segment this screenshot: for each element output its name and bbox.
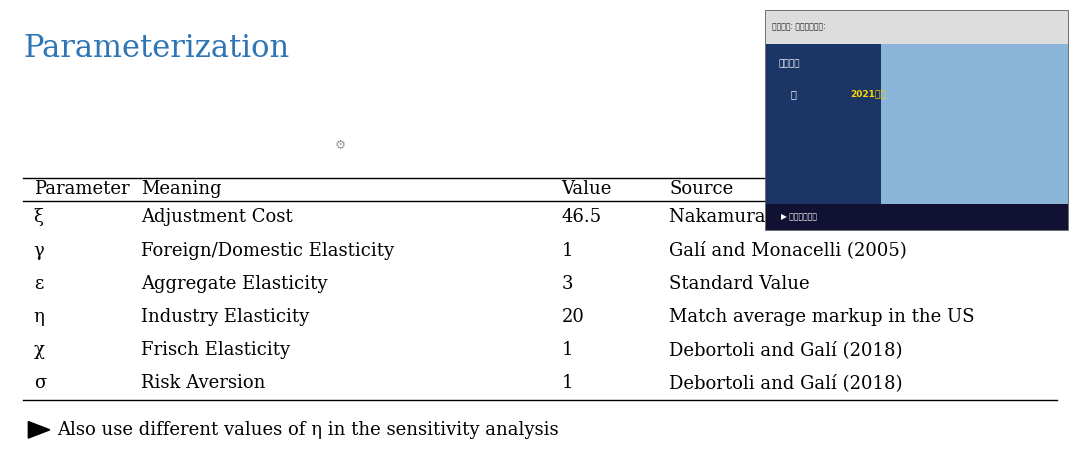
Text: 学: 学 [791,89,796,99]
Text: Also use different values of η in the sensitivity analysis: Also use different values of η in the se… [57,421,559,439]
Text: Source: Source [670,180,733,198]
Text: Value: Value [562,180,612,198]
Text: σ: σ [33,374,46,392]
Text: Match average markup in the US: Match average markup in the US [670,308,975,326]
Text: Industry Elasticity: Industry Elasticity [141,308,310,326]
FancyBboxPatch shape [881,43,1068,204]
Text: 正在讲话: 阙晨暨南大学:: 正在讲话: 阙晨暨南大学: [771,23,825,31]
Polygon shape [28,421,50,438]
Text: Nakamura and Steinsson (2008): Nakamura and Steinsson (2008) [670,208,966,226]
Text: 20: 20 [562,308,584,326]
Text: 46.5: 46.5 [562,208,602,226]
FancyBboxPatch shape [766,11,1068,43]
Text: 3: 3 [562,275,573,293]
Text: Risk Aversion: Risk Aversion [141,374,266,392]
Text: 1: 1 [562,374,573,392]
Text: 2021年会: 2021年会 [851,89,887,99]
Text: Standard Value: Standard Value [670,275,810,293]
Text: 经济波动: 经济波动 [779,59,800,68]
Text: Parameterization: Parameterization [23,34,289,65]
Text: ▶ 阙晨暨南大学: ▶ 阙晨暨南大学 [781,213,818,222]
Text: Meaning: Meaning [141,180,222,198]
Text: Adjustment Cost: Adjustment Cost [141,208,293,226]
Text: ε: ε [33,275,43,293]
Text: ⚙: ⚙ [335,139,347,152]
Text: Aggregate Elasticity: Aggregate Elasticity [141,275,328,293]
Text: 1: 1 [562,242,573,260]
Text: Frisch Elasticity: Frisch Elasticity [141,341,291,359]
Text: Debortoli and Galí (2018): Debortoli and Galí (2018) [670,341,903,359]
FancyBboxPatch shape [766,43,1068,204]
FancyBboxPatch shape [766,11,1068,230]
Text: 1: 1 [562,341,573,359]
Text: ξ: ξ [33,208,43,226]
Text: Parameter: Parameter [33,180,130,198]
Text: Galí and Monacelli (2005): Galí and Monacelli (2005) [670,242,907,260]
Text: Debortoli and Galí (2018): Debortoli and Galí (2018) [670,374,903,392]
Text: Foreign/Domestic Elasticity: Foreign/Domestic Elasticity [141,242,394,260]
Text: γ: γ [33,242,44,260]
FancyBboxPatch shape [766,204,1068,230]
Text: χ: χ [33,341,44,359]
Text: η: η [33,308,44,326]
